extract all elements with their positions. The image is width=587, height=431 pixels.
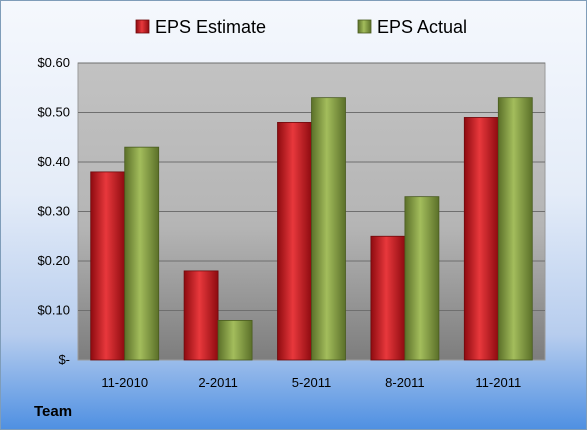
legend-swatch: [135, 19, 150, 34]
bar-eps-estimate: [277, 122, 312, 361]
y-axis-labels: $- $0.10 $0.20 $0.30 $0.40 $0.50 $0.60: [37, 55, 70, 367]
bar-eps-actual: [404, 196, 440, 361]
y-tick-label: $0.40: [37, 154, 70, 169]
bars: [90, 97, 533, 361]
bar-eps-actual: [497, 97, 533, 361]
bar-eps-estimate: [183, 270, 219, 361]
y-tick-label: $-: [58, 352, 70, 367]
bar-eps-actual: [217, 319, 253, 361]
x-tick-label: 8-2011: [385, 375, 425, 390]
x-tick-label: 11-2010: [101, 375, 148, 390]
y-tick-label: $0.30: [37, 204, 70, 219]
x-tick-label: 2-2011: [198, 375, 238, 390]
y-tick-label: $0.50: [37, 105, 70, 120]
bar-eps-estimate: [463, 117, 499, 361]
bar-eps-estimate: [90, 171, 126, 361]
legend-swatch: [357, 19, 372, 34]
y-tick-label: $0.20: [37, 253, 70, 268]
legend-label: EPS Estimate: [155, 17, 266, 37]
x-tick-label: 11-2011: [475, 375, 521, 390]
legend-label: EPS Actual: [377, 17, 467, 37]
bar-eps-actual: [124, 146, 160, 361]
bar-eps-estimate: [370, 235, 406, 361]
y-tick-label: $0.10: [37, 303, 70, 318]
x-tick-label: 5-2011: [292, 375, 332, 390]
legend: EPS Estimate EPS Actual: [135, 17, 467, 37]
y-tick-label: $0.60: [37, 55, 70, 70]
x-axis-labels: 11-2010 2-2011 5-2011 8-2011 11-2011: [101, 375, 521, 390]
bar-eps-actual: [311, 97, 346, 361]
team-label: Team: [34, 403, 73, 420]
